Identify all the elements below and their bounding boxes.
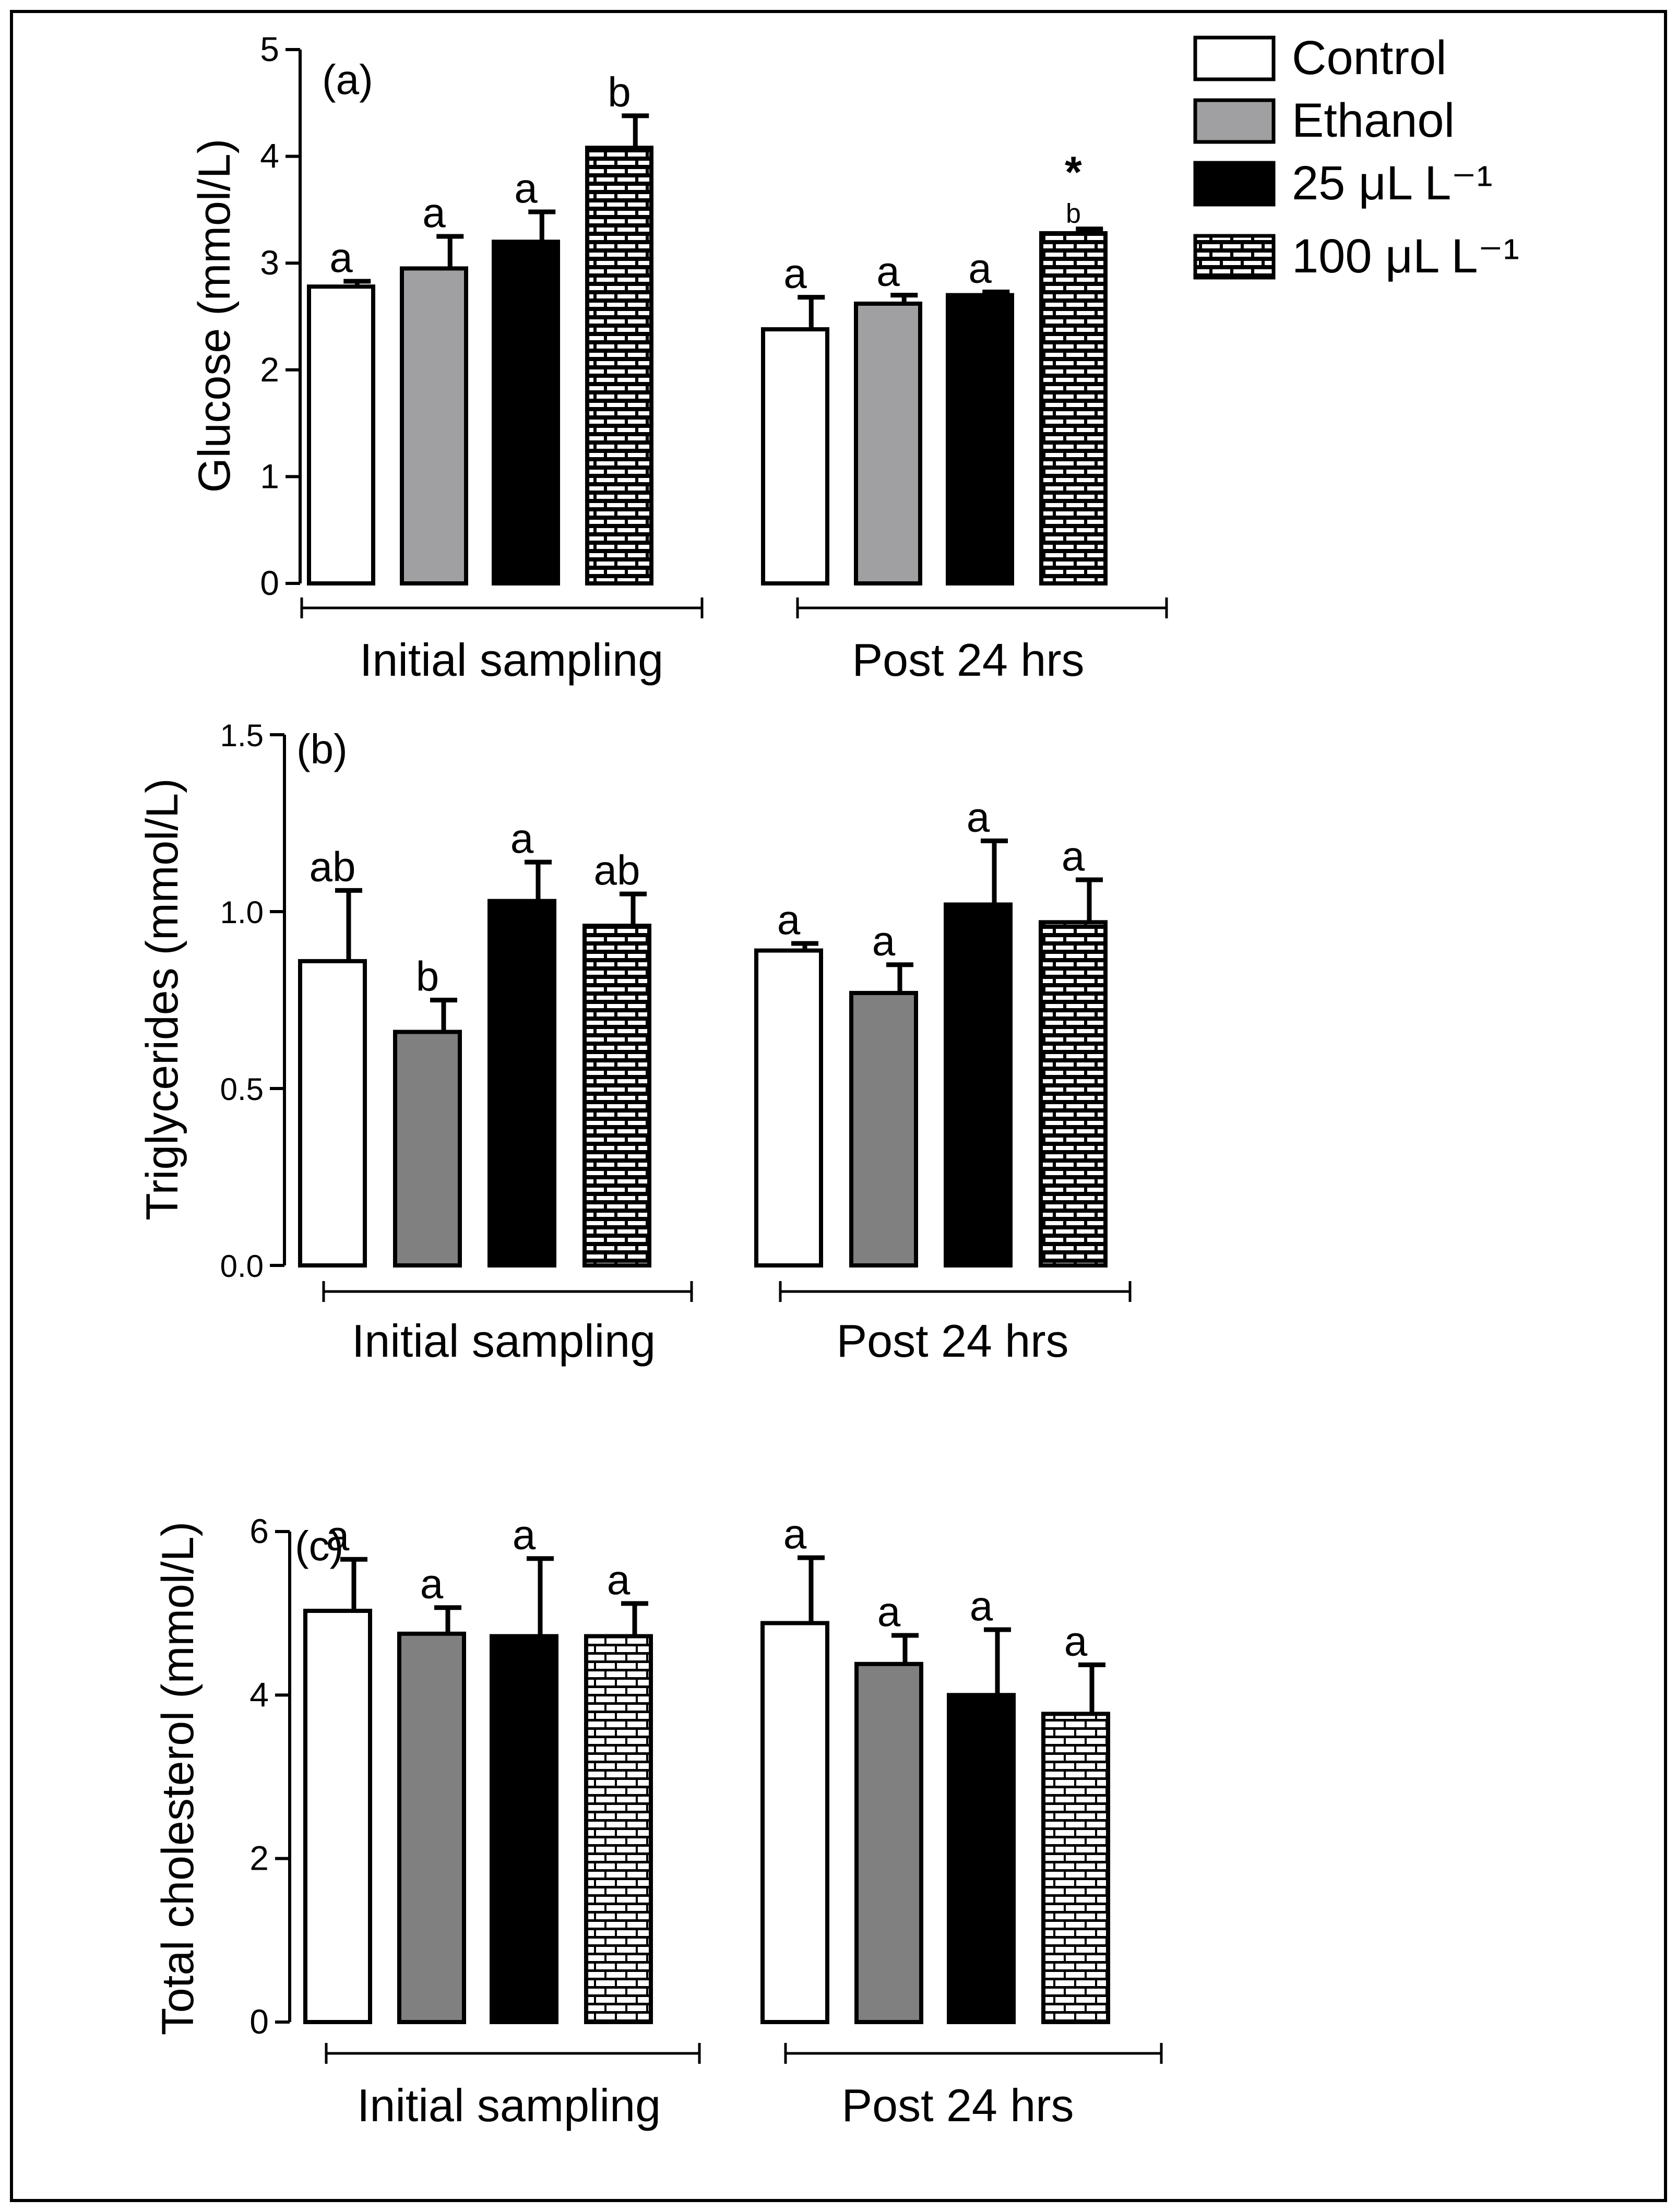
group-label: Post 24 hrs <box>841 2079 1074 2131</box>
bar <box>584 1634 653 2025</box>
significance-letter: a <box>877 1588 901 1635</box>
y-tick-label: 1.5 <box>220 718 264 753</box>
y-tick-label: 0.0 <box>220 1249 264 1284</box>
legend-label-100: 100 μL L⁻¹ <box>1292 230 1519 283</box>
bar <box>1039 231 1108 585</box>
significance-letter: a <box>783 1511 807 1557</box>
significance-letter: a <box>513 1512 536 1558</box>
panel-glucose: 0 1 2 3 4 5 Glucose (mmol/L) (a) a a a b Initial sam… <box>189 30 1168 686</box>
bar <box>582 924 651 1268</box>
significance-letter: a <box>783 250 807 297</box>
bar <box>400 266 468 585</box>
significance-letter: a <box>514 165 538 211</box>
y-tick-label: 0 <box>249 2002 269 2041</box>
significance-letter: a <box>967 794 990 840</box>
group-label: Post 24 hrs <box>836 1315 1068 1367</box>
significance-letter: a <box>1062 833 1085 879</box>
bar <box>307 284 375 585</box>
bar <box>947 1693 1016 2024</box>
bar <box>303 1608 372 2024</box>
bar <box>393 1030 462 1268</box>
y-tick-label: 4 <box>249 1675 269 1714</box>
significance-letter: ab <box>594 847 640 893</box>
y-axis-label: Total cholesterol (mmol/L) <box>153 1522 203 2036</box>
significance-letter: ab <box>310 843 356 890</box>
significance-letter: a <box>1064 1618 1088 1664</box>
significance-letter: a <box>420 1561 444 1607</box>
bar <box>944 902 1013 1268</box>
group-label: Initial sampling <box>357 2079 661 2131</box>
bar <box>490 1634 558 2025</box>
significance-letter: a <box>326 1512 350 1559</box>
group-label: Initial sampling <box>360 634 663 686</box>
bar <box>1041 1712 1110 2025</box>
bar <box>946 293 1014 585</box>
significance-letter: a <box>872 918 896 964</box>
significance-letter: a <box>968 245 992 291</box>
significance-star: * <box>1065 148 1082 197</box>
bar <box>854 301 922 585</box>
bar <box>754 948 823 1268</box>
y-tick-label: 0.5 <box>220 1072 264 1107</box>
significance-letter: a <box>329 234 353 281</box>
y-tick-label: 6 <box>249 1512 269 1550</box>
y-tick-label: 4 <box>260 137 279 175</box>
bar <box>761 327 829 585</box>
group-label: Post 24 hrs <box>852 634 1084 686</box>
y-tick-label: 2 <box>249 1839 269 1878</box>
bar <box>397 1631 466 2024</box>
y-tick-label: 1 <box>260 457 279 495</box>
y-axis-label: Triglycerides (mmol/L) <box>137 778 187 1220</box>
legend-swatch-ethanol <box>1193 98 1276 144</box>
significance-letter: a <box>970 1583 993 1629</box>
significance-letter: a <box>876 248 900 295</box>
legend-swatch-control <box>1193 35 1276 81</box>
legend-swatch-25 <box>1193 161 1276 207</box>
significance-letter: a <box>510 815 534 862</box>
bar <box>1039 920 1108 1268</box>
figure-frame <box>10 10 1667 2202</box>
legend-label-ethanol: Ethanol <box>1292 94 1455 147</box>
bar <box>298 959 367 1268</box>
legend-swatch-100 <box>1193 234 1276 280</box>
significance-letter: a <box>777 896 801 943</box>
significance-letter: b <box>416 953 439 1000</box>
y-tick-label: 0 <box>260 564 279 602</box>
bar <box>760 1621 829 2024</box>
y-tick-label: 1.0 <box>220 895 264 930</box>
bar <box>492 240 560 585</box>
group-label: Initial sampling <box>352 1315 656 1367</box>
legend: Control Ethanol 25 μL L⁻¹ 100 μL L⁻¹ <box>1193 31 1519 283</box>
y-tick-label: 2 <box>260 350 279 389</box>
legend-label-25: 25 μL L⁻¹ <box>1292 157 1493 210</box>
panel-label: (a) <box>322 56 373 103</box>
bar <box>585 146 653 585</box>
panel-triglycerides: 0.0 0.5 1.0 1.5 Triglycerides (mmol/L) (b) ab b… <box>137 718 1132 1367</box>
bar <box>849 990 918 1268</box>
panel-label: (b) <box>296 726 348 772</box>
legend-label-control: Control <box>1292 31 1447 85</box>
y-tick-label: 5 <box>260 30 279 68</box>
significance-letter: a <box>422 189 446 236</box>
significance-letter: b <box>1066 199 1081 229</box>
significance-letter: b <box>608 69 631 115</box>
significance-letter: a <box>607 1557 631 1603</box>
bar <box>487 899 556 1268</box>
y-axis-label: Glucose (mmol/L) <box>189 139 240 493</box>
bar <box>854 1661 923 2025</box>
panel-label: (c) <box>295 1523 343 1569</box>
y-tick-label: 3 <box>260 243 279 282</box>
